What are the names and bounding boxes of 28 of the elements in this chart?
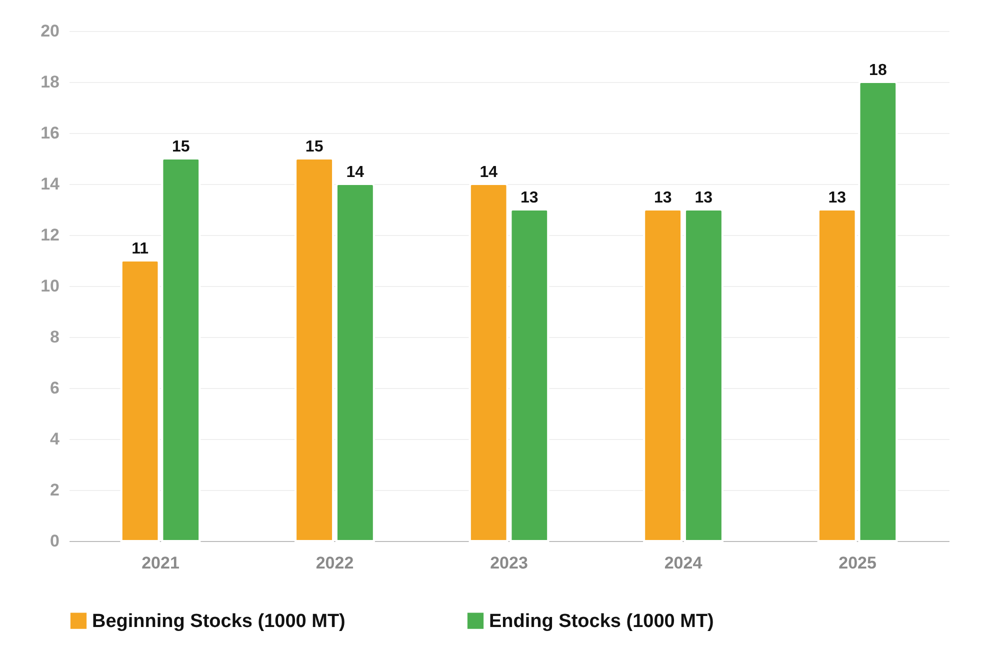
data-label: 11 — [132, 240, 149, 258]
x-tick-label: 2025 — [838, 554, 876, 572]
data-label: 13 — [694, 190, 713, 206]
legend-label: Beginning Stocks (1000 MT) — [92, 610, 346, 632]
y-tick-label: 10 — [40, 276, 60, 296]
data-label: 18 — [869, 62, 887, 79]
x-tick-label: 2021 — [142, 554, 180, 572]
data-label: 14 — [346, 164, 364, 181]
y-tick-label: 0 — [50, 532, 60, 550]
x-tick-label: 2024 — [664, 554, 703, 572]
y-tick-label: 4 — [50, 430, 60, 448]
data-label: 15 — [305, 138, 324, 156]
y-tick-label: 12 — [40, 226, 60, 244]
y-tick-label: 18 — [40, 72, 60, 92]
data-label: 13 — [828, 190, 846, 206]
x-tick-label: 2022 — [316, 554, 354, 572]
y-tick-label: 8 — [50, 328, 60, 346]
y-tick-label: 14 — [40, 174, 60, 194]
y-tick-label: 16 — [40, 124, 60, 142]
data-label: 13 — [520, 190, 538, 206]
y-tick-label: 2 — [50, 480, 60, 500]
data-label: 13 — [654, 190, 672, 206]
legend-label: Ending Stocks (1000 MT) — [489, 610, 714, 632]
data-label: 15 — [172, 138, 190, 156]
y-tick-label: 6 — [50, 378, 60, 398]
x-tick-label: 2023 — [490, 554, 528, 572]
data-label: 14 — [480, 164, 498, 181]
y-tick-label: 20 — [40, 22, 60, 40]
